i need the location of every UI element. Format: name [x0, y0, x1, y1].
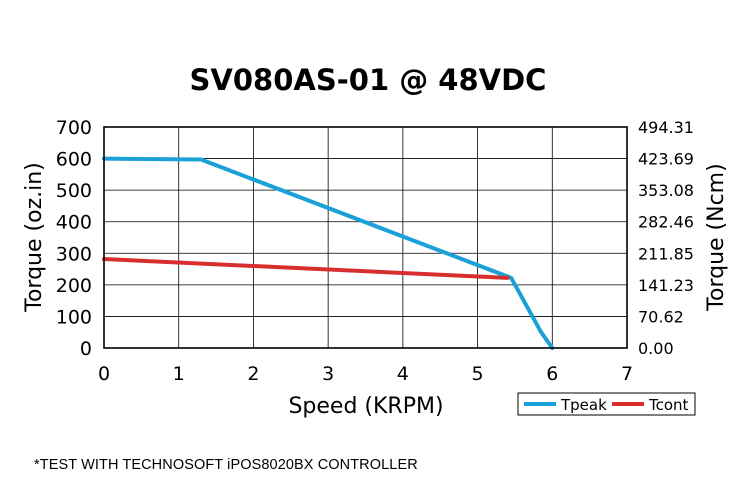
y-tick-label-right: 494.31: [638, 118, 694, 137]
y-tick-label-left: 300: [56, 243, 92, 265]
legend-label-tcont: Tcont: [648, 396, 689, 414]
legend-label-tpeak: Tpeak: [560, 396, 607, 414]
y-tick-label-right: 70.62: [638, 307, 684, 326]
x-tick-label: 1: [173, 363, 185, 385]
series-lines: [102, 156, 555, 350]
y-tick-label-left: 200: [56, 275, 92, 297]
footnote: *TEST WITH TECHNOSOFT iPOS8020BX CONTROL…: [34, 457, 418, 473]
x-axis-ticks: 0 1 2 3 4 5 6 7: [98, 363, 633, 385]
x-tick-label: 6: [546, 363, 558, 385]
y-tick-label-left: 100: [56, 306, 92, 328]
y-tick-label-right: 211.85: [638, 244, 694, 263]
left-axis-ticks: 0 100 200 300 400 500 600 700: [56, 117, 92, 360]
x-tick-label: 4: [397, 363, 409, 385]
y-tick-label-left: 0: [80, 338, 92, 360]
right-axis-ticks: 0.00 70.62 141.23 211.85 282.46 353.08 423.69 4…: [638, 118, 694, 358]
x-tick-label: 2: [247, 363, 259, 385]
y-axis-label-right: Torque (Ncm): [704, 163, 729, 311]
y-tick-label-right: 282.46: [638, 213, 694, 232]
x-tick-label: 5: [472, 363, 484, 385]
y-tick-label-right: 353.08: [638, 181, 694, 200]
x-tick-label: 7: [621, 363, 633, 385]
legend: Tpeak Tcont: [517, 392, 696, 416]
x-tick-label: 0: [98, 363, 110, 385]
y-axis-label-left: Torque (oz.in): [22, 162, 47, 312]
series-line-tpeak: [102, 156, 555, 350]
y-tick-label-right: 0.00: [638, 339, 674, 358]
x-axis-label: Speed (KRPM): [288, 394, 443, 419]
legend-box: [517, 392, 696, 416]
y-tick-label-right: 423.69: [638, 150, 694, 169]
plot-frame: [103, 126, 628, 349]
y-tick-label-left: 400: [56, 212, 92, 234]
x-tick-label: 3: [322, 363, 334, 385]
y-tick-label-left: 600: [56, 149, 92, 171]
y-tick-label-right: 141.23: [638, 276, 694, 295]
y-tick-label-left: 500: [56, 180, 92, 202]
series-line-tcont: [102, 257, 510, 280]
y-tick-label-left: 700: [56, 117, 92, 139]
chart-title: SV080AS-01 @ 48VDC: [190, 63, 547, 97]
